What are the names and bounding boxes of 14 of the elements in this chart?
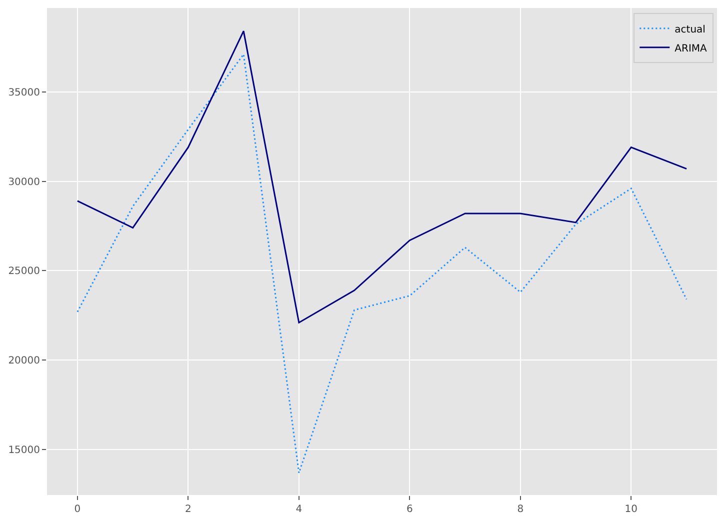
line-series (76, 54, 688, 474)
y-tick-label: 25000 (8, 266, 40, 278)
x-tick-label: 0 (74, 504, 81, 515)
y-tick-label: 20000 (8, 356, 40, 367)
legend-label: actual (674, 24, 706, 36)
x-tick-label: 2 (185, 504, 192, 515)
y-tick-label: 35000 (8, 87, 40, 98)
y-tick-label: 15000 (8, 445, 40, 456)
x-tick-label: 4 (296, 504, 302, 515)
x-tick-label: 10 (624, 504, 638, 515)
y-tick-label: 30000 (8, 176, 40, 188)
x-tick-label: 8 (517, 504, 524, 515)
x-tick-label: 6 (406, 504, 413, 515)
legend-label: ARIMA (674, 43, 708, 54)
